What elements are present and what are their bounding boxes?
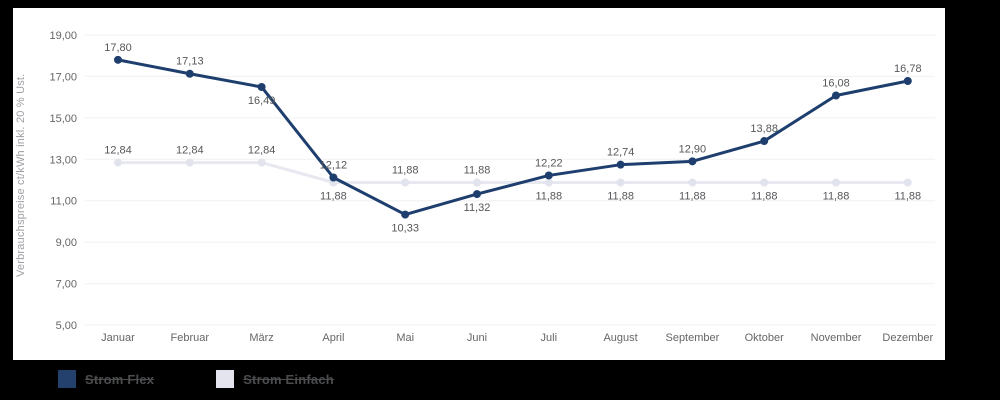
- data-label: 13,88: [750, 123, 778, 135]
- data-label: 11,88: [679, 190, 706, 202]
- data-point-strom-flex[interactable]: [903, 76, 912, 85]
- x-tick-label: Oktober: [745, 332, 784, 344]
- legend-item-strom-flex[interactable]: Strom Flex: [58, 370, 154, 388]
- data-label: 12,22: [535, 157, 563, 169]
- x-tick-label: Dezember: [882, 332, 933, 344]
- series-strom-einfach: [114, 158, 912, 187]
- data-label: 17,13: [176, 56, 204, 68]
- data-label: 12,84: [104, 145, 132, 157]
- data-label: 16,78: [894, 63, 922, 75]
- data-point-strom-flex[interactable]: [114, 55, 122, 64]
- x-axis-labels: Januar Februar März April Mai Juni Juli August S…: [101, 332, 933, 344]
- data-point-strom-flex[interactable]: [329, 173, 338, 182]
- y-tick-label: 9,00: [56, 237, 77, 249]
- data-label: 12,84: [176, 145, 204, 157]
- legend-swatch-strom-einfach: [216, 370, 235, 388]
- y-tick-label: 11,00: [50, 196, 77, 208]
- data-label: 11,88: [607, 190, 634, 202]
- data-point-strom-flex[interactable]: [473, 190, 481, 199]
- data-label: 11,32: [464, 202, 491, 214]
- data-point-strom-flex[interactable]: [401, 210, 410, 219]
- y-tick-label: 17,00: [49, 71, 77, 83]
- data-label: 11,88: [392, 164, 419, 176]
- data-point-strom-einfach[interactable]: [544, 178, 553, 187]
- y-axis-title: Verbrauchspreise ct/kWh inkl. 20 % Ust.: [15, 73, 27, 277]
- data-label: 12,90: [679, 143, 707, 155]
- data-point-strom-einfach[interactable]: [185, 158, 194, 167]
- data-point-strom-flex[interactable]: [616, 160, 625, 169]
- data-label: 17,80: [104, 42, 132, 54]
- data-label: 12,74: [607, 147, 635, 159]
- data-label: 12,84: [248, 145, 276, 157]
- legend-swatch-strom-flex: [58, 370, 76, 388]
- data-label: 11,88: [823, 190, 850, 202]
- data-label: 11,88: [894, 190, 921, 202]
- data-label: 16,49: [248, 95, 276, 107]
- y-tick-label: 15,00: [49, 113, 77, 125]
- data-point-strom-einfach[interactable]: [832, 178, 840, 187]
- x-tick-label: August: [603, 332, 637, 344]
- y-tick-label: 7,00: [56, 279, 77, 291]
- x-tick-label: November: [811, 332, 862, 344]
- data-label: 16,08: [822, 77, 850, 89]
- x-tick-label: Mai: [396, 332, 414, 344]
- gridlines: [85, 34, 935, 326]
- data-label: 11,88: [535, 190, 562, 202]
- data-label: 11,88: [751, 190, 778, 202]
- legend-item-strom-einfach[interactable]: Strom Einfach: [216, 370, 334, 388]
- series-strom-flex: [114, 55, 912, 219]
- data-point-strom-einfach[interactable]: [114, 158, 122, 167]
- line-chart: 19,00 17,00 15,00 13,00 11,00 9,00 7,00 5,00 Jan…: [49, 30, 935, 344]
- data-point-strom-einfach[interactable]: [903, 178, 912, 187]
- y-axis-tick-labels: 19,00 17,00 15,00 13,00 11,00 9,00 7,00 5,00: [49, 30, 77, 332]
- data-point-strom-einfach[interactable]: [688, 178, 697, 187]
- data-point-strom-flex[interactable]: [832, 91, 840, 100]
- x-tick-label: März: [249, 332, 273, 344]
- data-labels-strom-flex: 17,80 17,13 16,49 12,12 10,33 11,32 12,22 12,74…: [104, 42, 921, 235]
- x-tick-label: April: [322, 332, 344, 344]
- data-point-strom-flex[interactable]: [688, 157, 697, 166]
- data-point-strom-flex[interactable]: [185, 69, 194, 78]
- series-line-strom-flex: [116, 58, 910, 217]
- x-tick-label: Februar: [171, 332, 210, 344]
- data-label: 11,88: [464, 164, 491, 176]
- legend-label-strom-einfach: Strom Einfach: [243, 371, 334, 387]
- y-tick-label: 13,00: [49, 154, 77, 166]
- y-tick-label: 19,00: [49, 30, 77, 42]
- data-labels-strom-einfach: 12,84 12,84 12,84 11,88 11,88 11,88 11,88 11,88…: [104, 145, 921, 203]
- data-point-strom-einfach[interactable]: [616, 178, 625, 187]
- legend: Strom Flex Strom Einfach: [58, 370, 334, 388]
- data-point-strom-flex[interactable]: [544, 171, 553, 180]
- data-point-strom-einfach[interactable]: [473, 178, 481, 187]
- data-point-strom-einfach[interactable]: [760, 178, 769, 187]
- data-label: 12,12: [320, 160, 348, 172]
- x-tick-label: Juni: [467, 332, 487, 344]
- chart-panel: Verbrauchspreise ct/kWh inkl. 20 % Ust. …: [13, 8, 945, 360]
- data-point-strom-flex[interactable]: [257, 82, 266, 91]
- data-label: 11,88: [320, 190, 347, 202]
- legend-label-strom-flex: Strom Flex: [85, 371, 155, 387]
- data-point-strom-flex[interactable]: [760, 137, 769, 146]
- data-label: 10,33: [391, 223, 419, 235]
- data-point-strom-einfach[interactable]: [257, 158, 266, 167]
- x-tick-label: Januar: [101, 332, 135, 344]
- y-tick-label: 5,00: [56, 320, 77, 332]
- data-point-strom-einfach[interactable]: [401, 178, 410, 187]
- x-tick-label: Juli: [541, 332, 558, 344]
- x-tick-label: September: [665, 332, 719, 344]
- series-line-strom-einfach: [116, 161, 910, 184]
